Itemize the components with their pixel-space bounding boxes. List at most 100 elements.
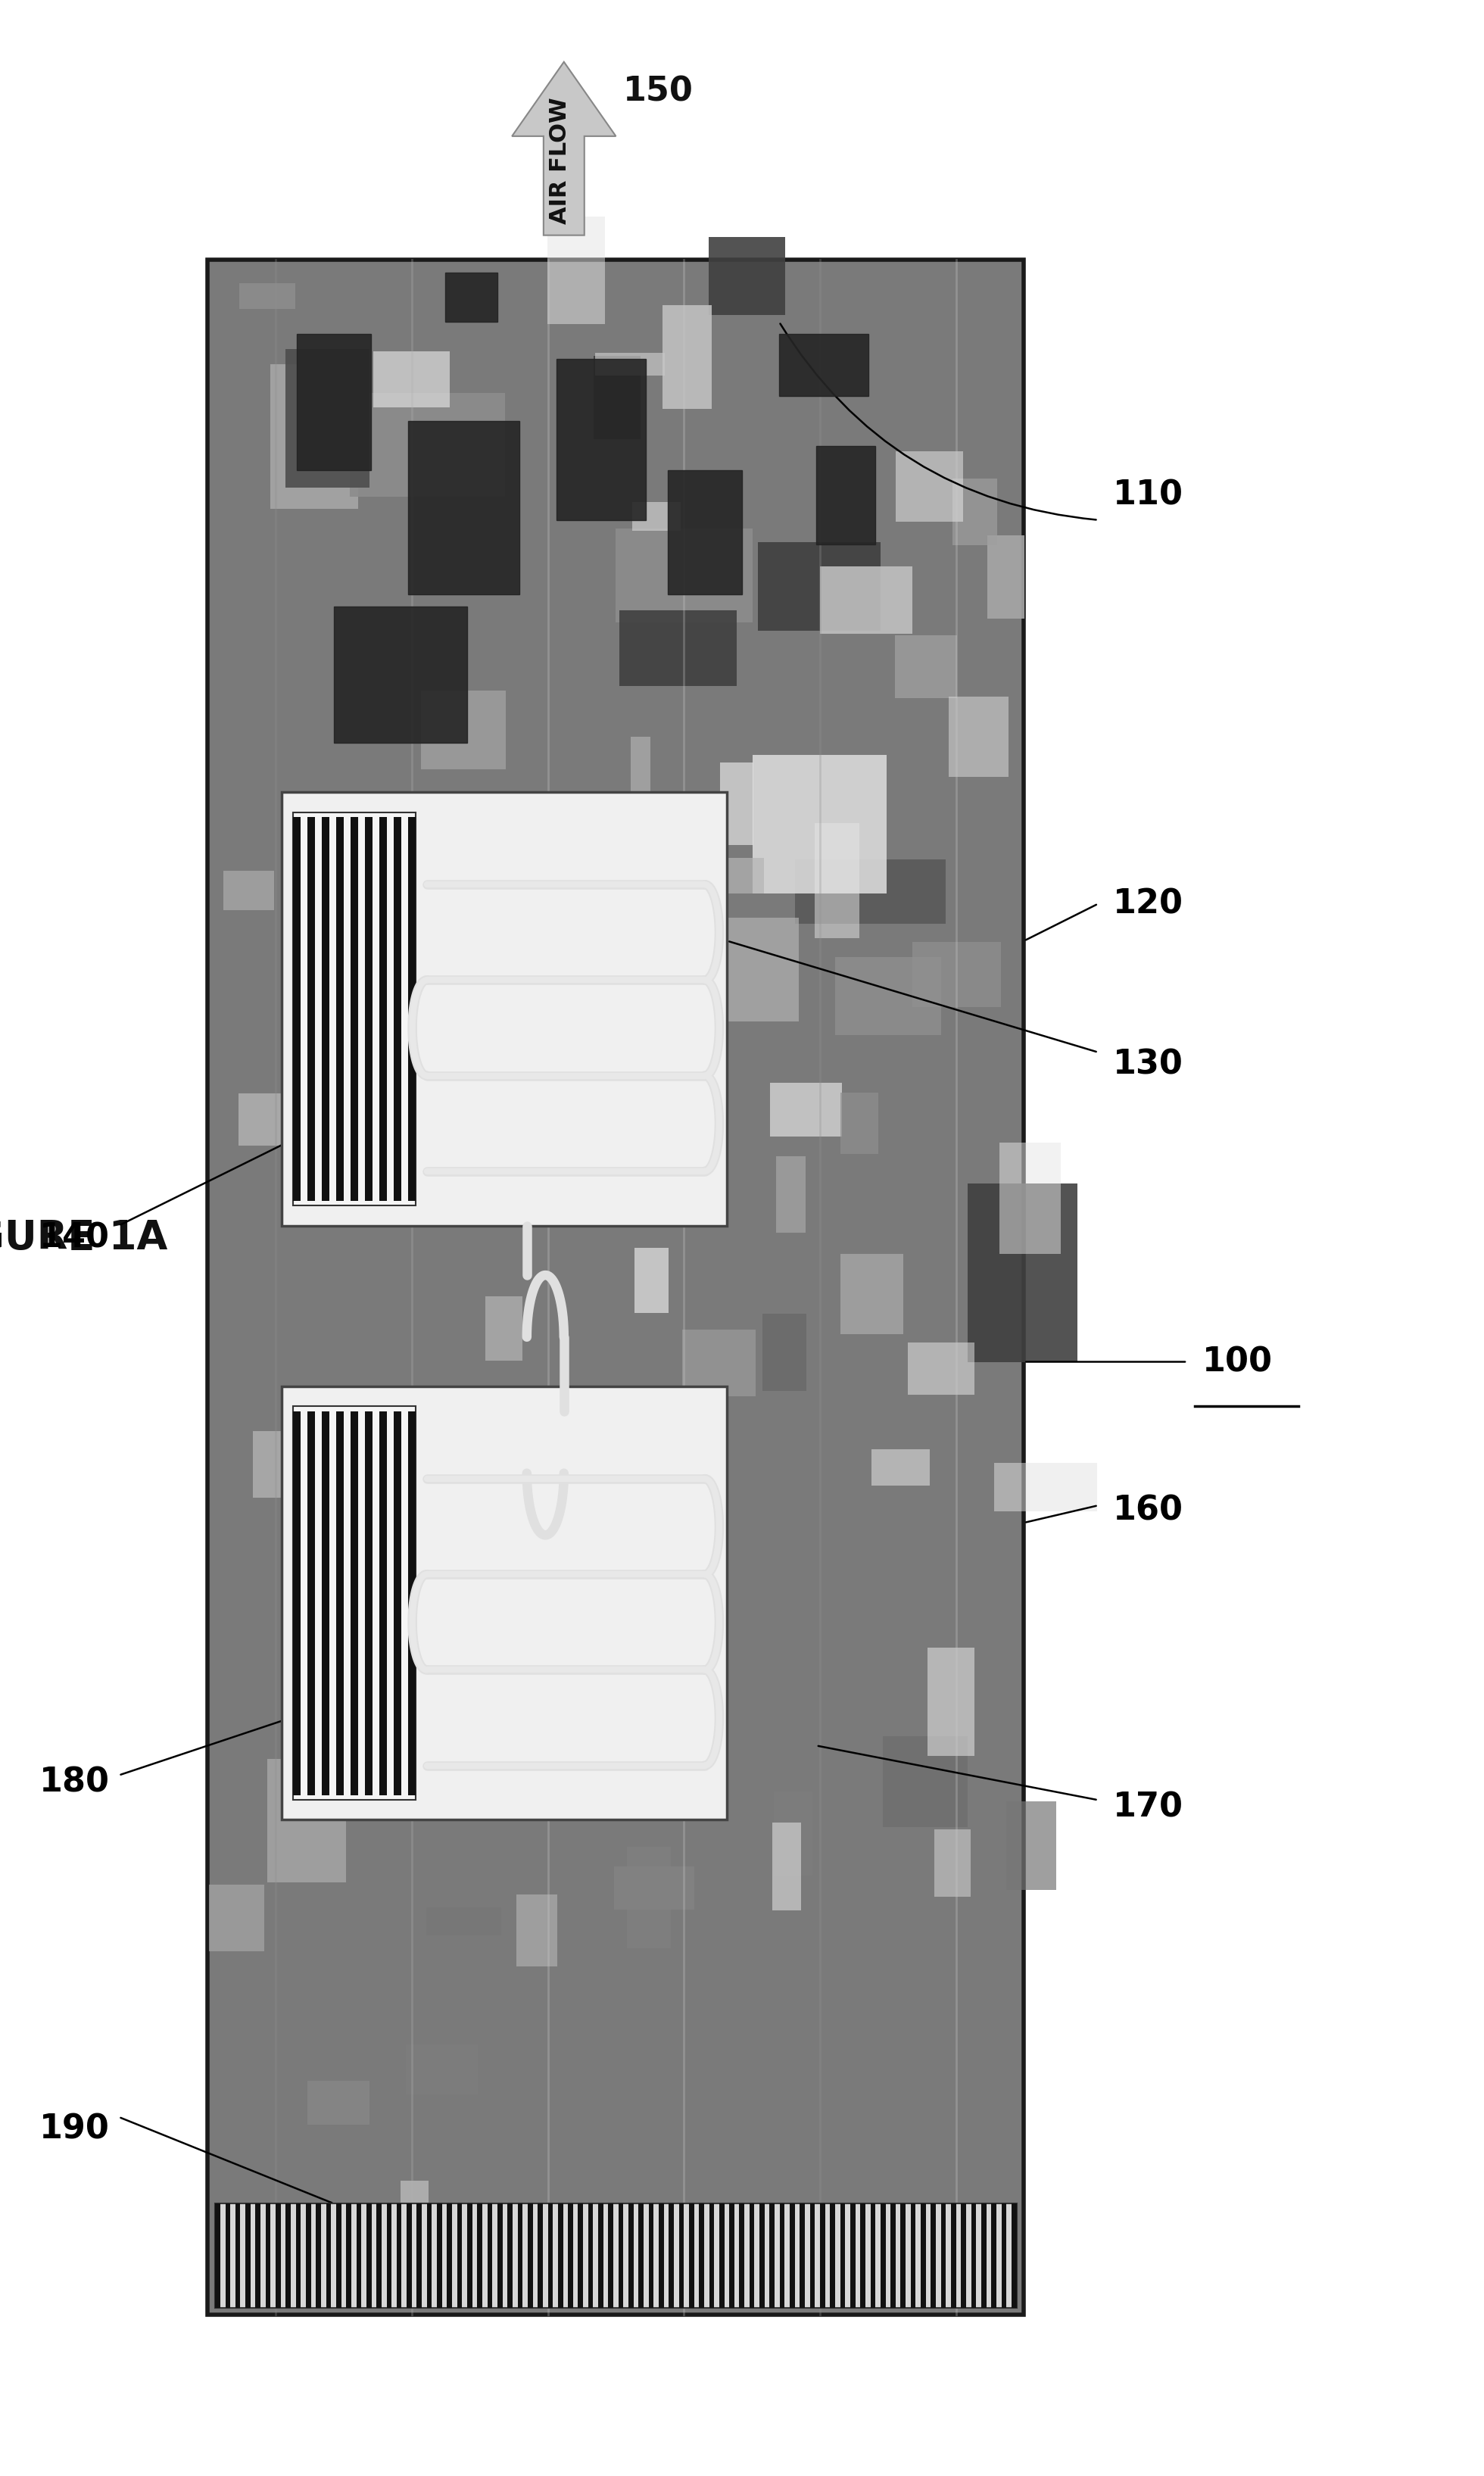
Bar [554, 943, 635, 1015]
Bar [467, 2204, 472, 2308]
Bar [282, 1387, 727, 1820]
Bar [436, 2204, 442, 2308]
Bar [821, 567, 913, 634]
Bar [588, 2204, 594, 2308]
Bar [457, 2204, 462, 2308]
Bar [518, 2204, 522, 2308]
Bar [763, 1315, 806, 1392]
Bar [343, 1461, 427, 1510]
Bar [880, 2204, 886, 2308]
Bar [709, 2204, 714, 2308]
Bar [681, 1330, 755, 1396]
Bar [800, 2204, 804, 2308]
Bar [779, 334, 868, 396]
Bar [346, 2204, 352, 2308]
Bar [524, 2283, 549, 2308]
Bar [928, 1647, 975, 1755]
Bar [448, 1030, 510, 1060]
Text: 110: 110 [1113, 478, 1183, 513]
Bar [356, 2204, 361, 2308]
Bar [594, 357, 641, 438]
Bar [337, 2204, 341, 2308]
Bar [322, 817, 329, 1201]
Bar [962, 2204, 966, 2308]
Bar [350, 1411, 358, 1795]
Bar [709, 238, 785, 314]
Bar [720, 2204, 724, 2308]
Bar [408, 1411, 416, 1795]
Bar [239, 282, 295, 310]
Bar [427, 2204, 432, 2308]
Bar [641, 820, 674, 909]
Bar [294, 817, 300, 1201]
Bar [815, 822, 859, 938]
Bar [598, 2204, 604, 2308]
Bar [770, 2204, 775, 2308]
Bar [895, 451, 963, 522]
Bar [760, 2204, 764, 2308]
Bar [941, 2204, 945, 2308]
Bar [322, 1411, 329, 1795]
Bar [252, 1431, 335, 1498]
Bar [472, 951, 524, 1050]
Bar [930, 2204, 936, 2308]
Bar [512, 1488, 545, 1523]
Bar [850, 2204, 855, 2308]
Bar [608, 2204, 613, 2308]
Bar [991, 2204, 996, 2308]
Bar [968, 1184, 1077, 1362]
Text: 100: 100 [1202, 1344, 1272, 1379]
Bar [408, 817, 416, 1201]
Bar [1012, 2204, 1017, 2308]
Bar [421, 1025, 448, 1062]
Bar [316, 2204, 321, 2308]
Bar [267, 1758, 346, 1882]
Bar [365, 817, 372, 1201]
Bar [659, 2204, 663, 2308]
Bar [810, 2204, 815, 2308]
Bar [372, 352, 450, 406]
Bar [911, 2204, 916, 2308]
Bar [830, 2204, 835, 2308]
Bar [226, 2204, 230, 2308]
Bar [286, 2204, 291, 2308]
Bar [628, 2204, 634, 2308]
Bar [224, 872, 275, 909]
Bar [626, 1847, 671, 1949]
Bar [447, 2204, 453, 2308]
Bar [236, 2204, 240, 2308]
Bar [935, 1830, 971, 1897]
Bar [209, 1884, 264, 1951]
Bar [393, 1411, 401, 1795]
Bar [720, 763, 754, 844]
Bar [426, 1907, 502, 1936]
Bar [717, 919, 798, 1020]
Bar [367, 2204, 371, 2308]
Bar [487, 2204, 493, 2308]
Bar [689, 2204, 695, 2308]
Bar [988, 535, 1024, 619]
Bar [306, 2204, 312, 2308]
Bar [307, 1411, 315, 1795]
Bar [619, 609, 736, 686]
Bar [516, 1894, 558, 1966]
Bar [288, 1129, 319, 1151]
Bar [297, 847, 399, 884]
Bar [668, 470, 742, 594]
Bar [215, 2204, 1017, 2308]
Bar [558, 2204, 562, 2308]
Bar [749, 2204, 754, 2308]
Bar [334, 607, 467, 743]
Bar [841, 1253, 902, 1335]
Bar [1006, 1803, 1057, 1889]
Bar [586, 1429, 640, 1520]
Text: 150: 150 [623, 74, 693, 109]
Text: FIGURE 1A: FIGURE 1A [0, 1218, 168, 1258]
Text: 140: 140 [39, 1221, 110, 1255]
Bar [497, 2204, 503, 2308]
Bar [1000, 1144, 1061, 1253]
Text: 160: 160 [1113, 1493, 1183, 1528]
Bar [405, 2243, 475, 2303]
Bar [913, 941, 1002, 1008]
Bar [663, 305, 712, 409]
